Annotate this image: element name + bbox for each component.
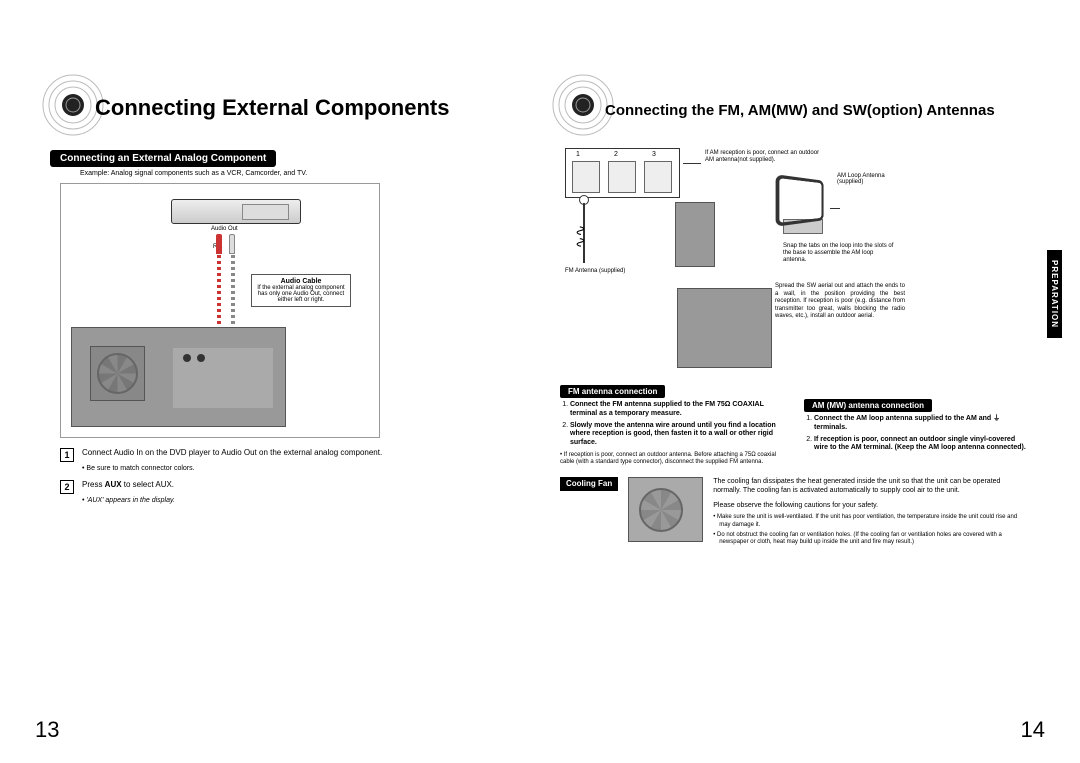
step-2-bullet: • 'AUX' appears in the display.	[82, 497, 520, 504]
rear-panel-illustration	[71, 327, 286, 427]
fm-column: FM antenna connection Connect the FM ant…	[560, 381, 786, 467]
cooling-fan-section: Cooling Fan The cooling fan dissipates t…	[560, 477, 1030, 549]
page-title-right: Connecting the FM, AM(MW) and SW(option)…	[605, 102, 995, 119]
audio-cable-title: Audio Cable	[281, 278, 322, 285]
snap-tabs-note: Snap the tabs on the loop into the slots…	[783, 243, 898, 265]
page-number-left: 13	[35, 717, 59, 743]
cooling-fan-text: The cooling fan dissipates the heat gene…	[713, 477, 1030, 549]
step-2-text: Press AUX to select AUX.	[82, 480, 520, 490]
sw-aerial-note: Spread the SW aerial out and attach the …	[775, 283, 905, 321]
page-number-right: 14	[1021, 717, 1045, 743]
vcr-illustration	[171, 199, 301, 224]
page-title-left: Connecting External Components	[95, 95, 449, 121]
example-caption: Example: Analog signal components such a…	[80, 170, 520, 177]
step-1-text: Connect Audio In on the DVD player to Au…	[82, 448, 520, 458]
outdoor-am-note: If AM reception is poor, connect an outd…	[705, 150, 825, 164]
ground-icon: ⏚	[993, 415, 1000, 422]
rca-plug-white	[229, 234, 235, 254]
step-1: 1 Connect Audio In on the DVD player to …	[60, 448, 520, 462]
inset-steps-box: 1 2 3	[565, 148, 680, 198]
audio-cable-note: Audio Cable If the external analog compo…	[251, 274, 351, 307]
fm-steps-list: Connect the FM antenna supplied to the F…	[570, 401, 786, 448]
am-column: AM (MW) antenna connection Connect the A…	[804, 381, 1030, 467]
step-2-number: 2	[60, 480, 74, 494]
audio-out-label: Audio Out	[211, 226, 238, 232]
am-loop-illustration	[775, 178, 830, 238]
side-tab-preparation: PREPARATION	[1047, 250, 1062, 338]
rear-panel-illustration-2	[677, 288, 772, 368]
jacks-illustration	[173, 348, 273, 408]
diagram-left: Audio Out R L Audio Cable If the externa…	[60, 183, 380, 438]
cooling-fan-illustration	[628, 477, 703, 542]
am-subheading: AM (MW) antenna connection	[804, 399, 932, 412]
fm-note: • If reception is poor, connect an outdo…	[560, 452, 786, 467]
step-1-bullet: • Be sure to match connector colors.	[82, 465, 520, 472]
am-loop-label: AM Loop Antenna (supplied)	[837, 173, 897, 185]
step-2: 2 Press AUX to select AUX.	[60, 480, 520, 494]
fm-antenna-illustration: ∿∿	[569, 203, 599, 263]
fm-subheading: FM antenna connection	[560, 385, 665, 398]
fan-illustration	[90, 346, 145, 401]
terminal-closeup	[675, 202, 715, 267]
cooling-fan-label: Cooling Fan	[560, 477, 618, 491]
section-heading-analog: Connecting an External Analog Component	[50, 150, 276, 167]
audio-cable-text: If the external analog component has onl…	[257, 285, 344, 303]
step-1-number: 1	[60, 448, 74, 462]
am-steps-list: Connect the AM loop antenna supplied to …	[814, 415, 1030, 453]
diagram-right: 1 2 3 If AM reception is poor, connect a…	[565, 148, 905, 373]
fm-antenna-label: FM Antenna (supplied)	[565, 268, 625, 274]
rca-plug-red	[216, 234, 222, 254]
